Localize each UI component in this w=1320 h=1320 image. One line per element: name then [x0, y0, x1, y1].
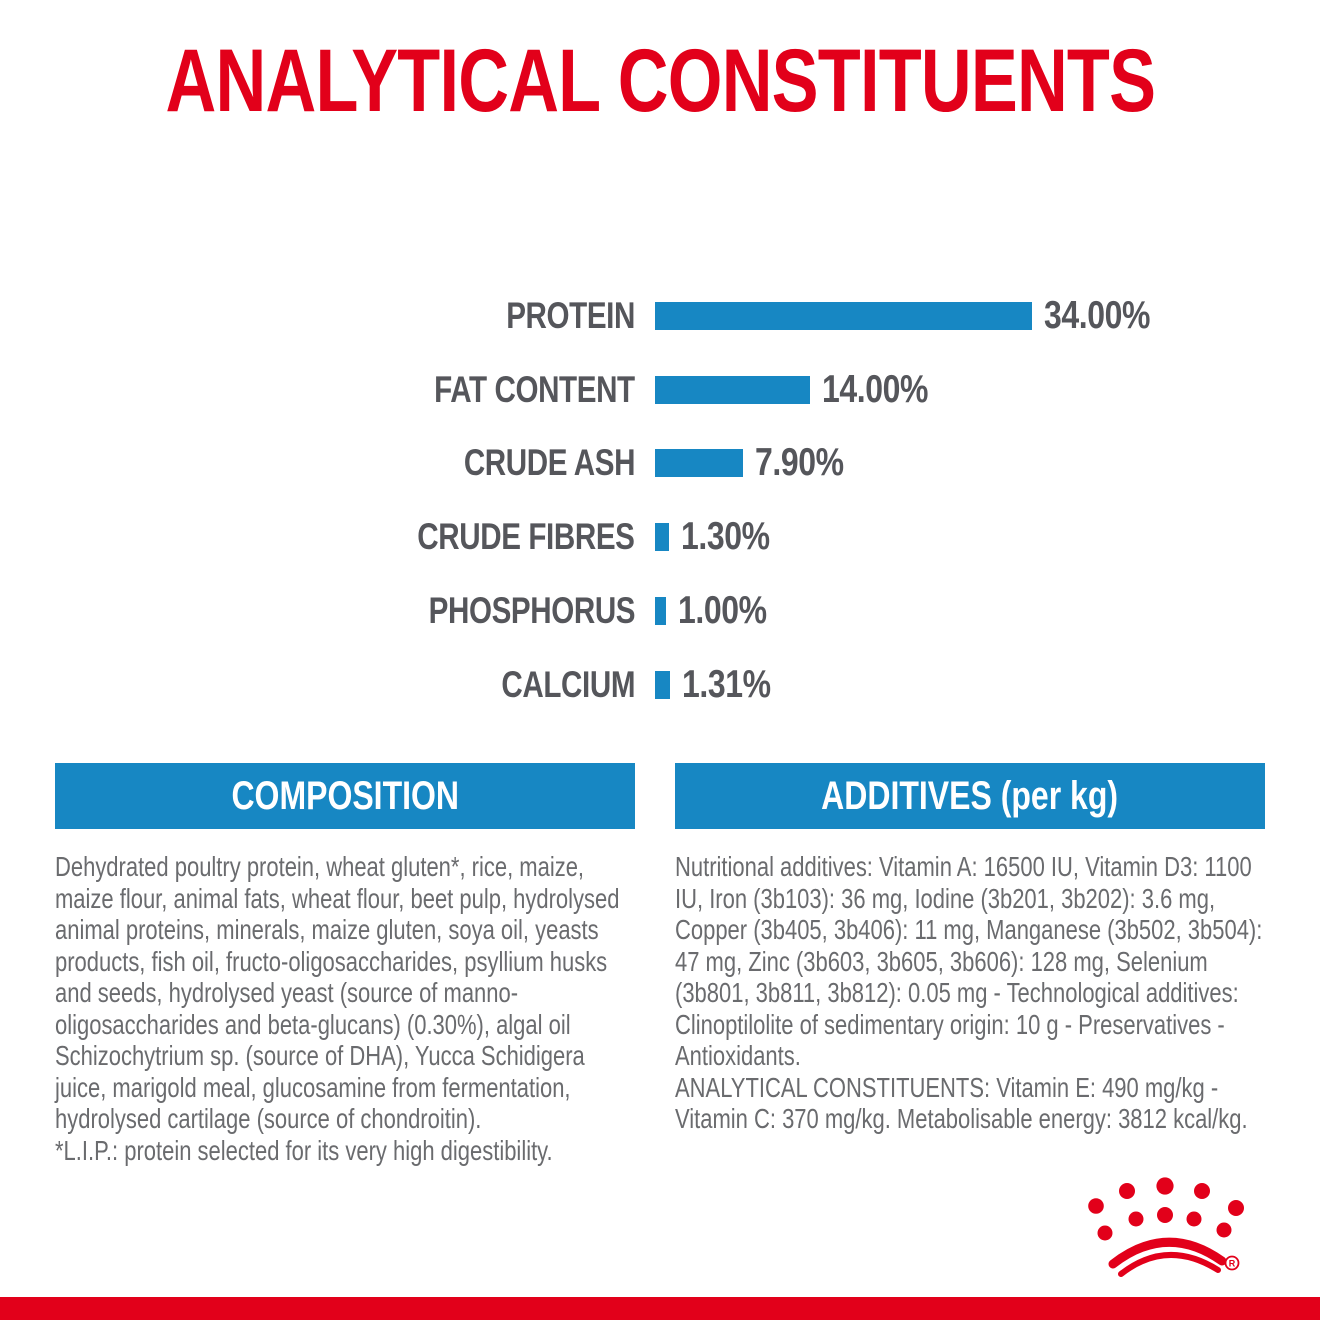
bar: [655, 375, 811, 404]
bar-value: 34.00%: [1044, 293, 1151, 337]
chart-row: CRUDE FIBRES 1.30%: [0, 500, 1320, 574]
bar-value: 7.90%: [754, 441, 844, 485]
bottom-accent-bar: [0, 1297, 1320, 1320]
chart-row: PROTEIN 34.00%: [0, 279, 1320, 353]
additives-header: ADDITIVES (per kg): [675, 763, 1265, 829]
additives-analytical: ANALYTICAL CONSTITUENTS: Vitamin E: 490 …: [675, 1071, 1248, 1135]
bar-value: 1.00%: [678, 589, 767, 633]
bar-label: CALCIUM: [501, 663, 635, 705]
royal-canin-crown-logo-icon: R: [1088, 1177, 1244, 1277]
composition-section: Dehydrated poultry protein, wheat gluten…: [55, 851, 640, 1166]
bar-value: 1.31%: [681, 662, 771, 706]
registered-mark-letter: R: [1229, 1259, 1236, 1269]
bar-value: 1.30%: [681, 515, 771, 559]
chart-row: FAT CONTENT 14.00%: [0, 353, 1320, 427]
bar-value: 14.00%: [822, 367, 929, 411]
composition-header: COMPOSITION: [55, 763, 635, 829]
composition-footnote: *L.I.P.: protein selected for its very h…: [55, 1134, 553, 1166]
composition-body: Dehydrated poultry protein, wheat gluten…: [55, 851, 620, 1134]
bar-label: CRUDE FIBRES: [417, 516, 636, 558]
composition-header-text: COMPOSITION: [231, 773, 459, 818]
analytical-constituents-chart: PROTEIN 34.00% FAT CONTENT 14.00% CRUDE ASH 7…: [0, 279, 1320, 722]
bar: [655, 301, 1032, 330]
chart-row: PHOSPHORUS 1.00%: [0, 574, 1320, 648]
bar: [655, 449, 743, 478]
bar: [655, 597, 667, 626]
bar: [655, 523, 670, 552]
chart-row: CRUDE ASH 7.90%: [0, 427, 1320, 501]
additives-section: Nutritional additives: Vitamin A: 16500 …: [675, 851, 1265, 1135]
chart-row: CALCIUM 1.31%: [0, 648, 1320, 722]
bar-label: FAT CONTENT: [434, 368, 635, 410]
bar-label: PROTEIN: [506, 294, 635, 336]
page-title: ANALYTICAL CONSTITUENTS: [0, 18, 1320, 142]
registered-mark-icon: [1224, 1255, 1240, 1271]
additives-body: Nutritional additives: Vitamin A: 16500 …: [675, 851, 1263, 1071]
additives-header-text: ADDITIVES (per kg): [821, 773, 1119, 818]
bar: [655, 670, 670, 699]
page-title-text: ANALYTICAL CONSTITUENTS: [165, 29, 1155, 130]
bar-label: PHOSPHORUS: [428, 590, 635, 632]
bar-label: CRUDE ASH: [463, 442, 636, 484]
